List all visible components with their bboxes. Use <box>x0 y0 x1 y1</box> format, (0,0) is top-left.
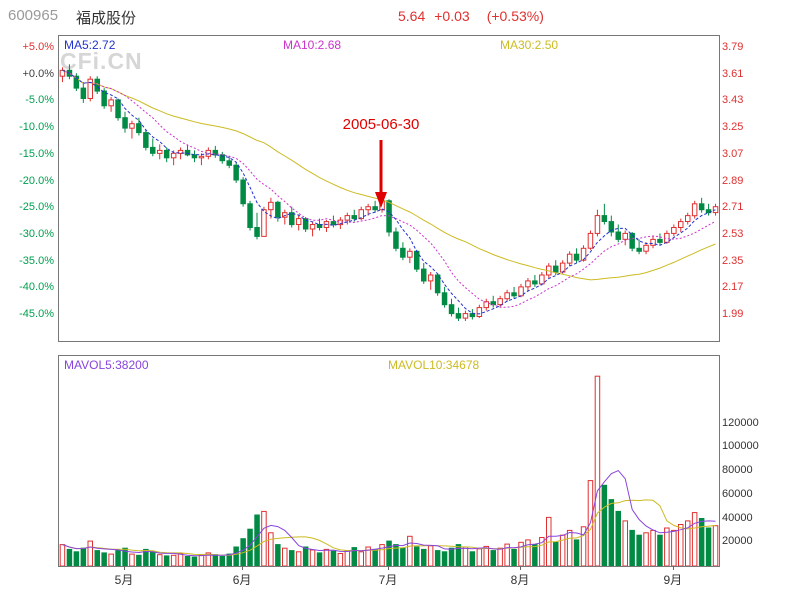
ma30-label: MA30:2.50 <box>500 38 559 52</box>
volume-axis-label: 120000 <box>722 416 759 429</box>
price-axis-label: 2.71 <box>722 201 744 214</box>
volume-axis-label: 100000 <box>722 440 759 453</box>
percent-axis-label: -40.0% <box>19 281 54 294</box>
month-label: 9月 <box>663 573 683 587</box>
percent-axis-label: -35.0% <box>19 254 54 267</box>
price-axis-label: 3.79 <box>722 41 744 54</box>
stock-code: 600965 <box>8 7 59 24</box>
price-axis-label: 3.61 <box>722 67 744 80</box>
annotation-date: 2005-06-30 <box>342 116 420 133</box>
month-label: 5月 <box>114 573 134 587</box>
volume-chart-panel <box>58 355 720 567</box>
percent-axis-label: -30.0% <box>19 227 54 240</box>
ma5-label: MA5:2.72 <box>64 38 116 52</box>
cfi-watermark: CFi.CN <box>60 48 143 74</box>
volume-axis-label: 20000 <box>722 535 753 548</box>
percent-axis-label: -20.0% <box>19 174 54 187</box>
price-change: +0.03 <box>434 8 470 24</box>
percent-axis-label: -10.0% <box>19 121 54 134</box>
price-axis-label: 3.25 <box>722 121 744 134</box>
stock-name: 福成股份 <box>76 10 137 27</box>
month-tick <box>673 566 674 570</box>
price-axis-label: 2.89 <box>722 174 744 187</box>
price-axis-label: 1.99 <box>722 308 744 321</box>
mavol10-label: MAVOL10:34678 <box>388 358 480 372</box>
month-label: 7月 <box>378 573 398 587</box>
mavol5-label: MAVOL5:38200 <box>64 358 149 372</box>
price-axis-label: 3.07 <box>722 147 744 160</box>
price-axis-label: 2.17 <box>722 281 744 294</box>
month-label: 8月 <box>510 573 530 587</box>
annotation-arrow-icon <box>375 140 388 208</box>
month-tick <box>520 566 521 570</box>
month-label: 6月 <box>232 573 252 587</box>
percent-axis-label: +0.0% <box>22 67 55 80</box>
percent-axis-label: +5.0% <box>22 41 55 54</box>
volume-axis-label: 40000 <box>722 511 753 524</box>
percent-axis-label: -45.0% <box>19 308 54 321</box>
percent-axis-label: -15.0% <box>19 147 54 160</box>
price-axis-label: 2.53 <box>722 227 744 240</box>
price-chart-panel <box>58 35 720 342</box>
price-quote: 5.64 +0.03 (+0.53%) <box>398 8 544 24</box>
month-tick <box>388 566 389 570</box>
current-price: 5.64 <box>398 8 426 24</box>
percent-axis-label: -5.0% <box>25 94 54 107</box>
candlestick-chart <box>59 64 719 321</box>
price-axis-label: 2.35 <box>722 254 744 267</box>
volume-axis-label: 60000 <box>722 487 753 500</box>
price-change-percent: (+0.53%) <box>486 8 544 24</box>
price-axis-label: 3.43 <box>722 94 744 107</box>
ma10-label: MA10:2.68 <box>283 38 342 52</box>
volume-chart <box>59 375 719 566</box>
volume-axis-label: 80000 <box>722 464 753 477</box>
month-tick <box>124 566 125 570</box>
month-tick <box>242 566 243 570</box>
percent-axis-label: -25.0% <box>19 201 54 214</box>
